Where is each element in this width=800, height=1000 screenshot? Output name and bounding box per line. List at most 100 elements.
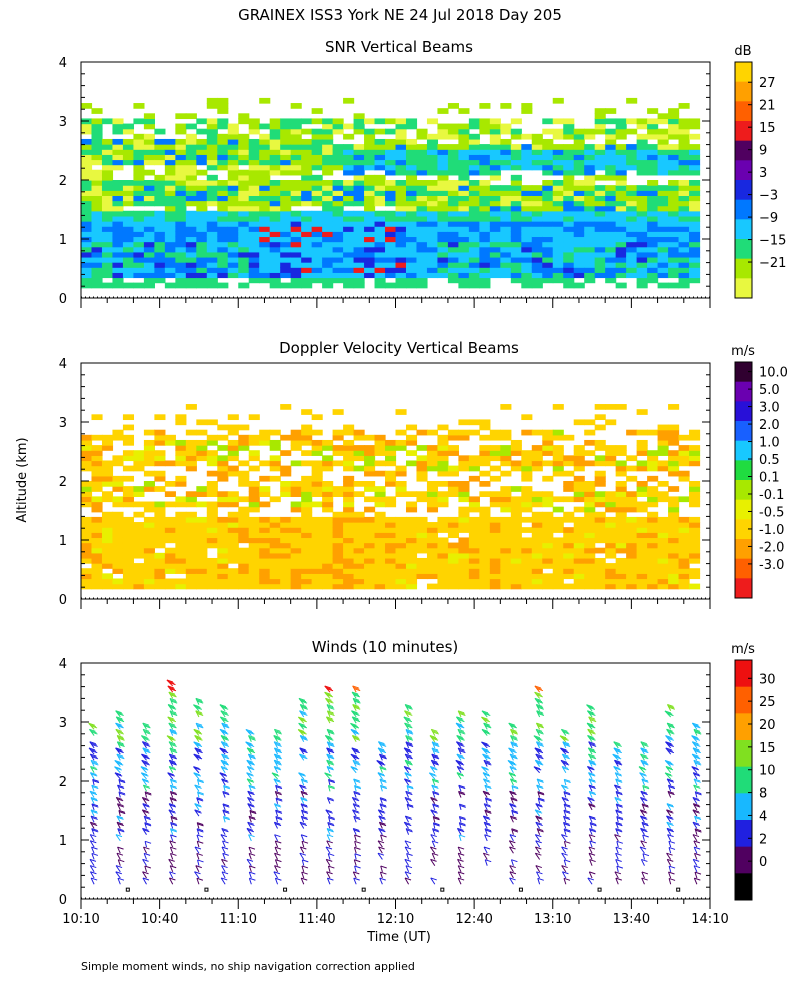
heatmap-cell <box>259 226 271 232</box>
heatmap-cell <box>447 547 459 554</box>
heatmap-cell <box>196 583 208 590</box>
heatmap-cell <box>196 118 208 125</box>
wind-barb <box>588 772 596 780</box>
heatmap-cell <box>332 236 344 243</box>
heatmap-cell <box>458 578 470 585</box>
heatmap-cell <box>196 154 208 161</box>
colorbar-label: 3 <box>759 166 767 181</box>
heatmap-cell <box>689 164 701 171</box>
heatmap-cell <box>521 583 533 590</box>
heatmap-cell <box>594 460 606 467</box>
heatmap-cell <box>101 256 114 263</box>
heatmap-cell <box>584 246 596 253</box>
heatmap-cell <box>647 460 659 467</box>
heatmap-cell <box>468 465 480 472</box>
heatmap-cell <box>164 251 176 258</box>
heatmap-cell <box>489 445 501 451</box>
colorbar-swatch <box>735 81 752 102</box>
heatmap-cell <box>332 185 344 191</box>
wind-barb <box>404 796 412 804</box>
heatmap-cell <box>636 481 648 487</box>
heatmap-cell <box>605 262 617 268</box>
wind-barb <box>509 803 517 811</box>
heatmap-cell <box>112 123 124 130</box>
heatmap-cell <box>594 568 606 574</box>
heatmap-cell <box>217 470 229 477</box>
heatmap-cell <box>447 491 459 497</box>
wind-barb <box>90 797 98 804</box>
heatmap-cell <box>647 496 659 503</box>
heatmap-cell <box>405 246 418 253</box>
heatmap-cell <box>143 241 155 248</box>
heatmap-cell <box>668 190 680 196</box>
heatmap-cell <box>437 149 449 155</box>
heatmap-cell <box>647 205 659 212</box>
heatmap-cell <box>185 542 197 549</box>
heatmap-cell <box>290 434 302 441</box>
wind-barb <box>222 809 230 817</box>
heatmap-cell <box>531 215 543 222</box>
heatmap-cell <box>405 236 418 243</box>
heatmap-cell <box>133 455 145 462</box>
heatmap-cell <box>426 215 439 222</box>
heatmap-cell <box>374 537 386 544</box>
heatmap-cell <box>217 532 229 539</box>
heatmap-cell <box>280 262 292 268</box>
heatmap-cell <box>269 256 281 263</box>
colorbar-unit: m/s <box>731 642 755 657</box>
heatmap-cell <box>689 516 701 523</box>
heatmap-cell <box>573 200 585 207</box>
heatmap-cell <box>280 516 292 523</box>
heatmap-cell <box>164 246 176 253</box>
heatmap-cell <box>385 573 397 580</box>
wind-barb <box>354 840 361 848</box>
heatmap-cell <box>678 445 690 451</box>
heatmap-cell <box>217 491 229 497</box>
heatmap-cell <box>668 205 680 212</box>
heatmap-cell <box>468 501 480 508</box>
heatmap-cell <box>447 256 459 263</box>
heatmap-cell <box>668 496 680 503</box>
heatmap-cell <box>531 460 543 467</box>
wind-barb <box>89 772 98 780</box>
heatmap-cell <box>206 133 218 140</box>
heatmap-cell <box>678 185 690 191</box>
heatmap-cell <box>479 185 491 191</box>
wind-barb <box>350 753 360 761</box>
heatmap-cell <box>280 578 292 585</box>
heatmap-cell <box>175 221 187 227</box>
heatmap-cell <box>143 470 155 477</box>
colorbar-swatch <box>735 362 752 383</box>
heatmap-cell <box>594 475 606 482</box>
wind-barb <box>88 747 98 755</box>
wind-barb <box>352 685 361 693</box>
wind-barb <box>639 772 647 780</box>
heatmap-cell <box>689 272 701 279</box>
heatmap-cell <box>437 496 449 503</box>
heatmap-cell <box>175 195 187 202</box>
heatmap-cell <box>122 465 135 472</box>
heatmap-cell <box>584 128 596 135</box>
heatmap-cell <box>343 231 355 238</box>
heatmap-cell <box>322 154 334 161</box>
heatmap-cell <box>636 236 648 243</box>
heatmap-cell <box>154 246 166 253</box>
wind-barb <box>142 827 150 835</box>
heatmap-cell <box>510 236 522 243</box>
wind-barb <box>353 815 361 823</box>
heatmap-cell <box>112 455 124 462</box>
heatmap-cell <box>605 419 617 426</box>
wind-barb <box>534 697 544 705</box>
heatmap-cell <box>678 578 690 585</box>
wind-barb <box>666 704 676 712</box>
heatmap-cell <box>353 511 365 518</box>
wind-barb <box>301 871 308 879</box>
heatmap-cell <box>468 282 480 289</box>
heatmap-cell <box>154 144 166 150</box>
heatmap-cell <box>133 246 145 253</box>
heatmap-cell <box>689 226 701 232</box>
heatmap-cell <box>311 231 323 238</box>
heatmap-cell <box>489 195 501 202</box>
heatmap-cell <box>206 221 218 227</box>
